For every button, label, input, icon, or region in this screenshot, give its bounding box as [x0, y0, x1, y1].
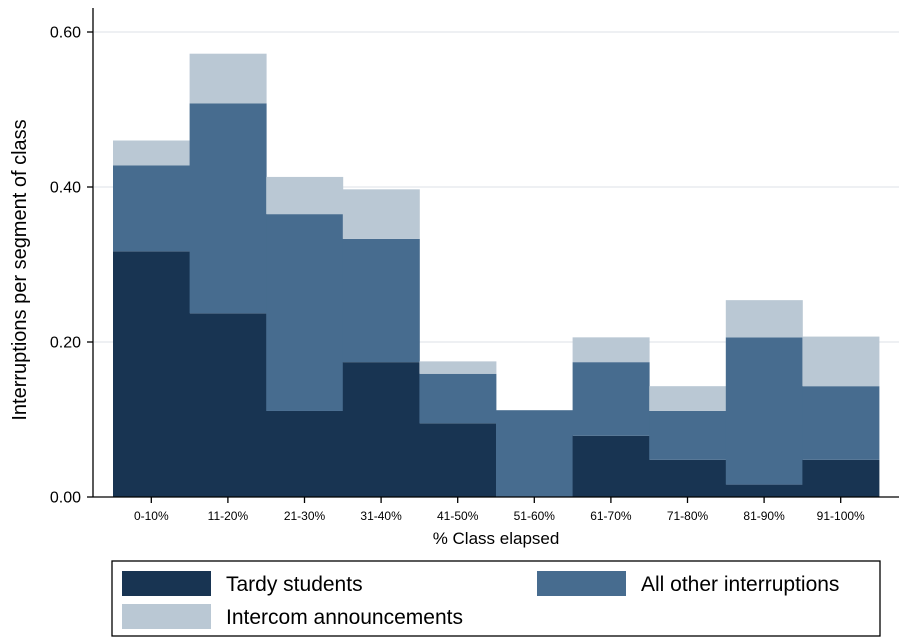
x-tick-label: 91-100%: [817, 509, 865, 523]
bar-intercom-announcements-10: [802, 336, 880, 387]
legend-box: [111, 560, 881, 637]
bar-tardy-students-10: [802, 459, 880, 497]
y-tick-label: 0.00: [50, 490, 81, 507]
x-axis-title: % Class elapsed: [433, 529, 560, 548]
y-tick-label: 0.20: [50, 335, 81, 352]
y-tick-label: 0.60: [50, 25, 81, 42]
bar-all-other-interruptions-7: [572, 362, 650, 436]
legend-label-intercom-announcements: Intercom announcements: [226, 606, 463, 629]
x-tick-label: 41-50%: [437, 509, 479, 523]
bar-tardy-students-5: [419, 423, 497, 497]
bar-all-other-interruptions-5: [419, 373, 497, 424]
bar-all-other-interruptions-3: [266, 214, 344, 411]
x-tick-label: 61-70%: [590, 509, 632, 523]
bar-tardy-students-1: [113, 251, 190, 497]
bar-intercom-announcements-5: [419, 361, 497, 374]
x-tick-label: 71-80%: [667, 509, 709, 523]
bar-all-other-interruptions-10: [802, 386, 880, 460]
bar-all-other-interruptions-2: [189, 103, 267, 314]
bar-tardy-students-8: [649, 459, 727, 497]
x-ticks: 0-10% 11-20% 21-30% 31-40% 41-50% 51-60% 61-70…: [134, 497, 865, 523]
y-tick-label: 0.40: [50, 180, 81, 197]
legend: Tardy students All other interruptions Int…: [111, 560, 881, 637]
legend-label-all-other-interruptions: All other interruptions: [641, 573, 839, 596]
x-tick-label: 21-30%: [284, 509, 326, 523]
legend-swatch-all-other-interruptions: [537, 571, 626, 596]
x-tick-label: 51-60%: [514, 509, 556, 523]
bar-all-other-interruptions-8: [649, 410, 727, 460]
x-tick-label: 11-20%: [208, 509, 249, 523]
y-axis-title: Interruptions per segment of class: [9, 119, 31, 420]
bar-intercom-announcements-3: [266, 176, 344, 215]
bar-intercom-announcements-2: [189, 53, 267, 104]
y-ticks: 0.00 0.20 0.40 0.60: [50, 25, 93, 507]
bar-tardy-students-7: [572, 435, 650, 497]
legend-swatch-tardy-students: [122, 571, 211, 596]
bar-intercom-announcements-9: [725, 300, 803, 338]
bars: [113, 53, 880, 497]
bar-tardy-students-2: [189, 313, 267, 497]
bar-tardy-students-4: [342, 362, 420, 497]
bar-intercom-announcements-1: [113, 140, 190, 166]
x-tick-label: 81-90%: [743, 509, 785, 523]
bar-all-other-interruptions-1: [113, 165, 190, 252]
legend-swatch-intercom-announcements: [122, 604, 211, 629]
x-tick-label: 0-10%: [134, 509, 169, 523]
legend-label-tardy-students: Tardy students: [226, 573, 363, 596]
bar-all-other-interruptions-4: [342, 238, 420, 363]
x-tick-label: 31-40%: [360, 509, 402, 523]
bar-tardy-students-3: [266, 410, 344, 497]
bar-all-other-interruptions-9: [725, 337, 803, 485]
bar-intercom-announcements-4: [342, 189, 420, 239]
bar-tardy-students-9: [725, 484, 803, 497]
bar-intercom-announcements-8: [649, 386, 727, 411]
bar-all-other-interruptions-6: [496, 410, 573, 497]
bar-intercom-announcements-7: [572, 337, 650, 363]
